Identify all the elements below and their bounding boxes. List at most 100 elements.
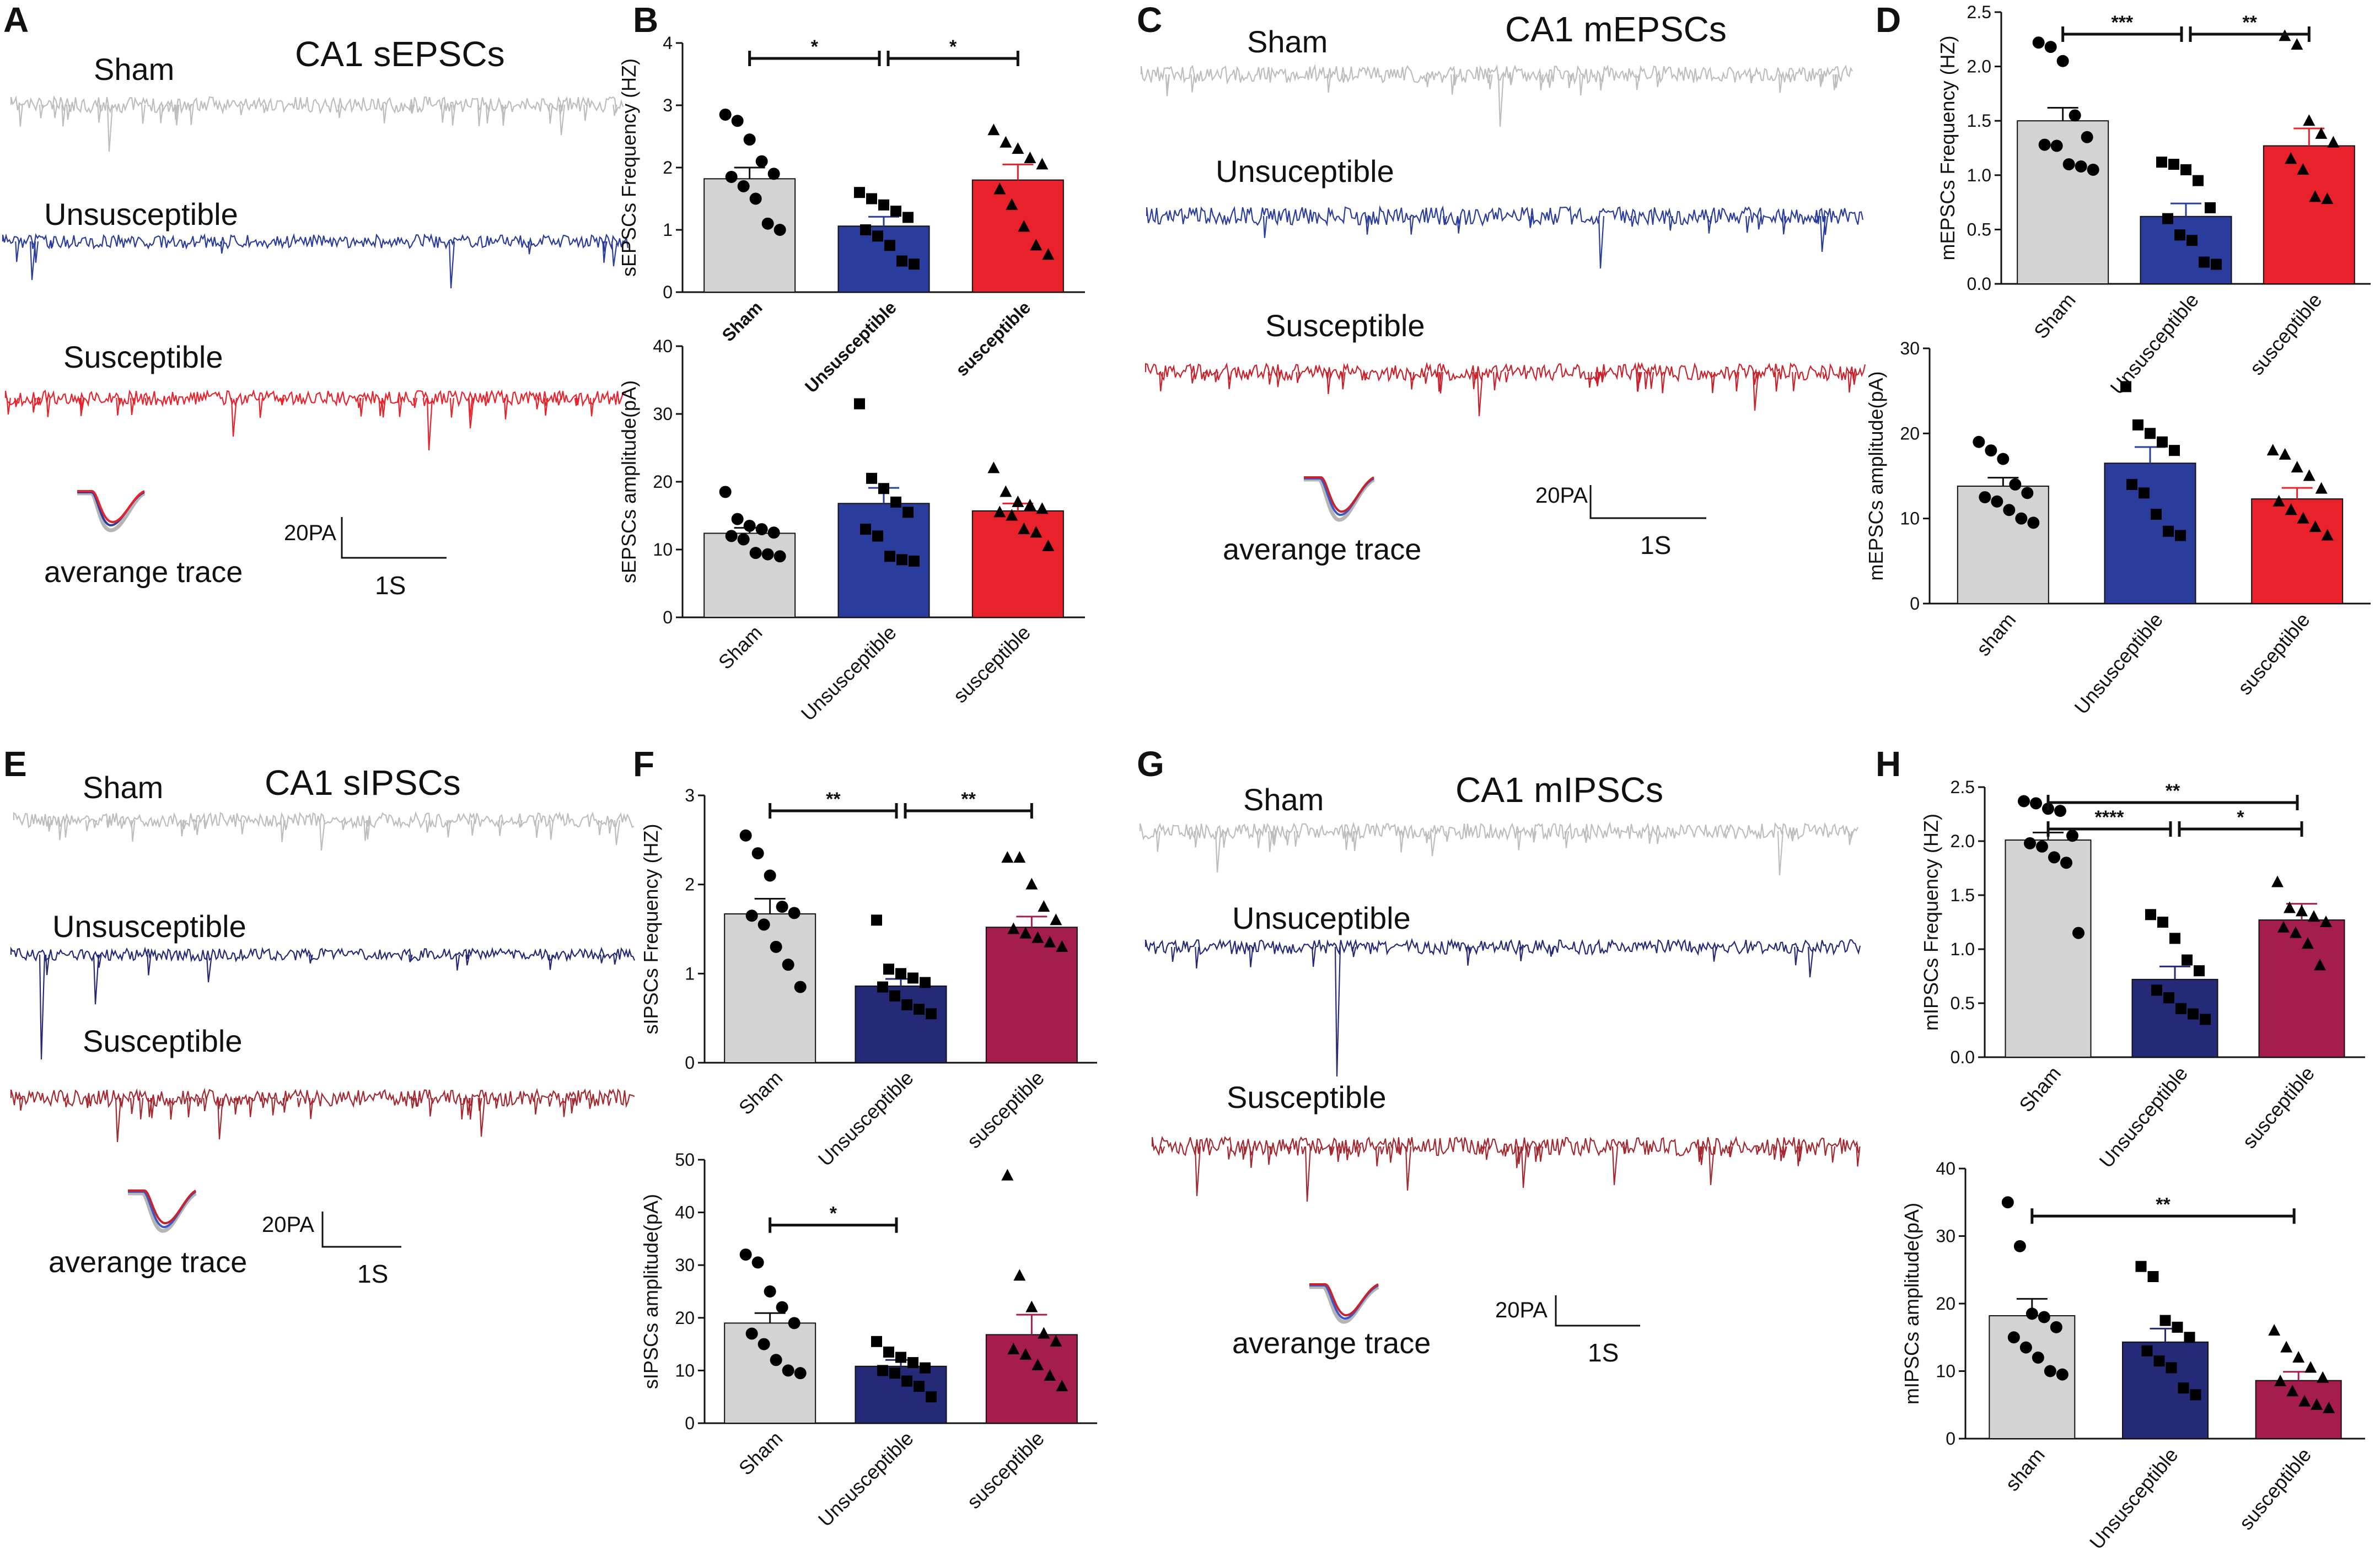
data-point — [2145, 909, 2156, 921]
scale-time-label: 1S — [357, 1259, 388, 1288]
data-point — [2290, 926, 2302, 938]
data-point — [767, 526, 780, 539]
category-label: susceptible — [2245, 289, 2326, 379]
y-tick-label: 1 — [685, 963, 695, 983]
data-point — [884, 240, 895, 251]
y-tick-label: 0 — [663, 607, 673, 627]
data-point — [909, 259, 920, 270]
data-point — [782, 959, 794, 971]
bar-unsusceptible — [855, 985, 947, 1064]
data-point — [2327, 136, 2340, 148]
data-point — [2044, 41, 2057, 53]
data-point — [909, 555, 920, 567]
data-point — [2087, 163, 2099, 176]
data-point — [872, 230, 883, 242]
y-tick-label: 50 — [675, 1150, 695, 1170]
average-trace-susceptible — [1304, 476, 1375, 513]
significance-label: ** — [826, 789, 841, 810]
data-point — [2321, 529, 2334, 541]
scale-bar — [1555, 1295, 1640, 1327]
data-point — [2309, 190, 2322, 202]
data-point — [2030, 797, 2042, 810]
data-point — [2166, 1362, 2177, 1374]
data-point — [2003, 504, 2016, 516]
data-point — [920, 1362, 931, 1374]
bar-charts: B 0 1 2 3 4 sEPSCs Frequency (HZ) Sham Unsuscept… — [617, 0, 2371, 1553]
data-point — [2156, 157, 2167, 168]
data-point — [739, 1248, 752, 1261]
data-point — [2163, 525, 2174, 537]
data-point — [2132, 419, 2143, 430]
data-point — [1997, 453, 2010, 465]
data-point — [2320, 916, 2332, 927]
category-label: Unsusceptible — [2070, 609, 2167, 719]
data-point — [2153, 1355, 2165, 1367]
data-point — [1042, 539, 1055, 551]
data-point — [1019, 927, 1032, 939]
data-point — [761, 548, 774, 561]
significance-label: **** — [2095, 807, 2125, 828]
y-tick-label: 0.5 — [1967, 219, 1991, 239]
category-label: susceptible — [2238, 1062, 2319, 1153]
data-point — [854, 398, 865, 410]
category-label: susceptible — [949, 621, 1035, 707]
data-point — [743, 133, 756, 146]
y-tick-label: 0 — [1910, 594, 1920, 613]
data-point — [749, 192, 762, 205]
data-point — [2007, 1331, 2020, 1344]
scale-amplitude-label: 20PA — [262, 1213, 314, 1237]
data-point — [2296, 905, 2308, 917]
scale-time-label: 1S — [1640, 531, 1671, 559]
data-point — [895, 968, 906, 979]
y-axis-label: mIPSCs amplitude(pA) — [1900, 1203, 1923, 1404]
data-point — [1024, 499, 1036, 511]
y-tick-label: 2.0 — [1967, 57, 1991, 77]
data-point — [2056, 55, 2069, 67]
data-point — [2141, 1345, 2153, 1357]
chart-b-bottom: 0 10 20 30 40 sEPSCs amplitude(pA) Sham Unsusce… — [617, 336, 1085, 725]
category-label: Unsusceptible — [2105, 289, 2203, 399]
scale-time-label: 1S — [1588, 1338, 1619, 1367]
y-tick-label: 0.5 — [1951, 993, 1975, 1013]
data-point — [1024, 152, 1036, 164]
panel-letter-g: G — [1137, 744, 1164, 784]
data-point — [2182, 954, 2193, 966]
data-point — [2056, 1368, 2069, 1381]
data-point — [1979, 491, 1991, 504]
data-point — [773, 224, 786, 236]
data-point — [2291, 38, 2303, 50]
trace-label-sham: Sham — [83, 770, 163, 805]
data-point — [761, 217, 774, 230]
data-point — [2298, 1395, 2311, 1407]
data-point — [1001, 851, 1014, 863]
data-point — [2205, 202, 2216, 213]
chart-h-bottom: 0 10 20 30 40 mIPSCs amplitude(pA) sham Unsusce… — [1900, 1159, 2365, 1553]
data-point — [2211, 259, 2222, 270]
data-point — [2032, 36, 2045, 49]
data-point — [2162, 213, 2173, 224]
data-point — [884, 551, 895, 562]
data-point — [926, 1391, 937, 1403]
data-point — [1030, 239, 1043, 251]
panel-letter-h: H — [1876, 744, 1901, 784]
data-point — [1018, 523, 1030, 535]
chart-h-top: H 0.0 0.5 1.0 1.5 2.0 2.5 mIPSCs Frequency (HZ)… — [1876, 744, 2365, 1172]
data-point — [871, 914, 882, 926]
data-point — [2304, 1361, 2317, 1373]
category-label: Sham — [714, 621, 766, 674]
average-trace-sham — [77, 491, 146, 532]
data-point — [1018, 220, 1030, 232]
data-point — [2163, 992, 2174, 1004]
panel-letter-a: A — [3, 0, 29, 40]
data-point — [719, 486, 732, 498]
bar-susceptible — [2251, 498, 2344, 604]
category-label: sham — [1971, 609, 2020, 660]
trace-c-unsusceptible — [1146, 205, 1864, 269]
data-point — [794, 1367, 807, 1380]
data-point — [2172, 1321, 2183, 1333]
data-point — [2314, 959, 2326, 971]
data-point — [993, 505, 1006, 518]
y-tick-label: 20 — [653, 472, 673, 492]
data-point — [757, 1338, 770, 1350]
data-point — [2271, 875, 2284, 887]
